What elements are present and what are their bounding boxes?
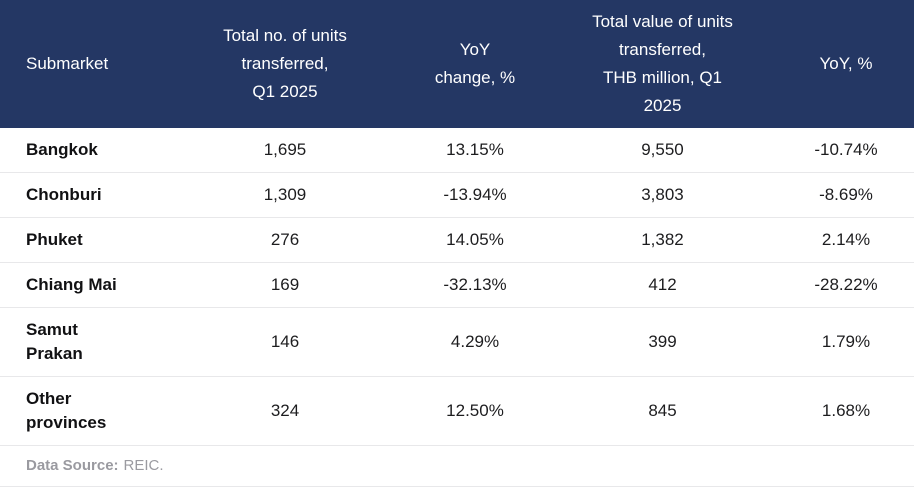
submarket-name: Bangkok — [26, 140, 98, 159]
table-body: Bangkok 1,695 13.15% 9,550 -10.74% Chonb… — [0, 128, 914, 445]
units-yoy-cell: 4.29% — [385, 307, 565, 377]
units-yoy-cell: 14.05% — [385, 217, 565, 263]
data-source-row: Data Source: REIC. — [0, 445, 914, 487]
table-row: Other provinces 324 12.50% 845 1.68% — [0, 376, 914, 445]
value-yoy-cell: -8.69% — [760, 172, 914, 218]
units-yoy-cell: -13.94% — [385, 172, 565, 218]
value-yoy-cell: 2.14% — [760, 217, 914, 263]
value-cell: 412 — [565, 262, 760, 308]
value-cell: 399 — [565, 307, 760, 377]
col-header-total-value: Total value of units transferred, THB mi… — [565, 0, 760, 128]
table-row: Bangkok 1,695 13.15% 9,550 -10.74% — [0, 128, 914, 173]
value-cell: 9,550 — [641, 140, 684, 159]
header-row: Submarket Total no. of units transferred… — [0, 0, 914, 128]
submarket-name: Samut Prakan — [0, 307, 185, 377]
units-cell: 324 — [185, 376, 385, 445]
units-cell: 169 — [185, 262, 385, 308]
units-cell: 1,309 — [185, 172, 385, 218]
data-source-value: REIC. — [123, 457, 164, 474]
value-yoy-cell: 1.68% — [760, 376, 914, 445]
col-header-total-units: Total no. of units transferred, Q1 2025 — [185, 0, 385, 128]
units-yoy-cell: 13.15% — [446, 140, 504, 159]
value-cell: 845 — [565, 376, 760, 445]
units-transferred-table: Submarket Total no. of units transferred… — [0, 0, 914, 445]
units-yoy-cell: -32.13% — [385, 262, 565, 308]
value-yoy-cell: 1.79% — [760, 307, 914, 377]
submarket-name: Other provinces — [0, 376, 185, 445]
col-header-yoy-change: YoY change, % — [385, 0, 565, 128]
value-cell: 1,382 — [565, 217, 760, 263]
value-yoy-cell: -10.74% — [814, 140, 878, 159]
units-cell: 146 — [185, 307, 385, 377]
table-header: Submarket Total no. of units transferred… — [0, 0, 914, 128]
value-yoy-cell: -28.22% — [760, 262, 914, 308]
value-cell: 3,803 — [565, 172, 760, 218]
table-row: Samut Prakan 146 4.29% 399 1.79% — [0, 307, 914, 377]
table-row: Chonburi 1,309 -13.94% 3,803 -8.69% — [0, 172, 914, 218]
data-source-label: Data Source: — [26, 457, 119, 474]
col-header-submarket: Submarket — [0, 0, 185, 128]
submarket-name: Chiang Mai — [0, 262, 185, 308]
units-cell: 1,695 — [263, 140, 307, 159]
units-cell: 276 — [185, 217, 385, 263]
submarket-name: Chonburi — [0, 172, 185, 218]
submarket-name: Phuket — [0, 217, 185, 263]
table-row: Phuket 276 14.05% 1,382 2.14% — [0, 217, 914, 263]
table-row: Chiang Mai 169 -32.13% 412 -28.22% — [0, 262, 914, 308]
units-yoy-cell: 12.50% — [385, 376, 565, 445]
col-header-yoy: YoY, % — [760, 0, 914, 128]
